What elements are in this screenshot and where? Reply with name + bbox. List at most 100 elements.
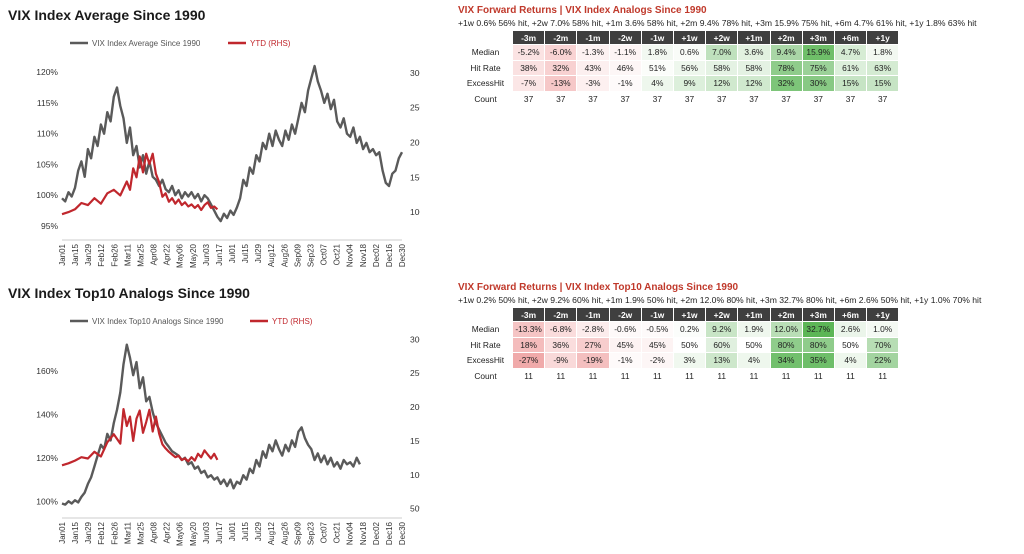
x-tick-label: Mar25 — [136, 243, 145, 266]
x-tick-label: Mar11 — [123, 243, 132, 266]
table-cell: 35% — [801, 352, 835, 369]
forward-returns-top10-table: -3m -2m -1m -2w -1w +1w +2w +1m +2m +3m +6m +1y Medi… — [458, 307, 900, 384]
table-cell: 30% — [801, 75, 835, 92]
x-tick-label: Nov04 — [346, 521, 355, 545]
table-cell: 1.8% — [866, 44, 900, 61]
table-cell: 27% — [576, 336, 610, 353]
table-cell: 56% — [672, 59, 707, 76]
legend-label-ytd: YTD (RHS) — [250, 39, 291, 48]
y-left-tick-label: 120% — [36, 67, 58, 77]
column-header: +1m — [737, 307, 771, 322]
table-cell: 32% — [769, 75, 803, 92]
column-header: +6m — [833, 30, 868, 45]
x-tick-label: Oct07 — [320, 243, 329, 265]
table-cell: 61% — [833, 59, 868, 76]
x-tick-label: Jan15 — [71, 243, 80, 265]
y-right-tick-label: 300% — [410, 334, 420, 344]
table-cell: 63% — [866, 59, 900, 76]
x-tick-label: Jul01 — [228, 521, 237, 541]
table-cell: -3% — [576, 75, 610, 92]
table-cell: 15% — [833, 75, 868, 92]
table-cell: 45% — [640, 336, 674, 353]
column-header: +1w — [672, 307, 707, 322]
table-row: Count 11 11 11 11 11 11 11 11 11 11 11 11 — [458, 367, 900, 384]
column-header: -1w — [640, 30, 674, 45]
y-right-tick-label: 150% — [410, 172, 420, 182]
column-header: -2m — [544, 307, 578, 322]
table-cell: 1.9% — [737, 321, 771, 338]
forward-returns-table-block: VIX Forward Returns | VIX Index Analogs … — [458, 4, 1024, 107]
table-cell: 37 — [769, 90, 803, 107]
y-right-tick-label: 150% — [410, 436, 420, 446]
column-header: -1m — [576, 30, 610, 45]
x-tick-label: Nov18 — [359, 521, 368, 545]
table-cell: 3% — [672, 352, 707, 369]
table-cell: 37 — [866, 90, 900, 107]
table-row: ExcessHit -7% -13% -3% -1% 4% 9% 12% 12% 32% 30% 15… — [458, 75, 900, 92]
table-cell: 4% — [833, 352, 868, 369]
table-row: Median -13.3% -6.8% -2.8% -0.6% -0.5% 0.2% 9.2%… — [458, 321, 900, 338]
table-cell: -2% — [640, 352, 674, 369]
table-cell: 46% — [608, 59, 642, 76]
y-right-tick-label: 100% — [410, 207, 420, 217]
table-row: Hit Rate 18% 36% 27% 45% 45% 50% 60% 50% 80% 80% 50… — [458, 336, 900, 353]
table-cell: 9% — [672, 75, 707, 92]
table-summary: +1w 0.6% 56% hit, +2w 7.0% 58% hit, +1m … — [458, 18, 977, 28]
table-row: ExcessHit -27% -9% -19% -1% -2% 3% 13% 4% 34% 35% 4… — [458, 352, 900, 369]
table-cell: 1.8% — [640, 44, 674, 61]
table-cell: 4.7% — [833, 44, 868, 61]
x-tick-label: Aug12 — [267, 243, 276, 267]
table-cell: 37 — [544, 90, 578, 107]
table-cell: 37 — [833, 90, 868, 107]
table-cell: 51% — [640, 59, 674, 76]
vix-top10-chart: VIX Index Top10 Analogs Since 1990 YTD (R… — [36, 317, 420, 546]
y-left-tick-label: 160% — [36, 366, 58, 376]
x-tick-label: Nov18 — [359, 243, 368, 267]
column-header: -1m — [576, 307, 610, 322]
table-row: Hit Rate 38% 32% 43% 46% 51% 56% 58% 58% 78% 75% 61… — [458, 59, 900, 76]
table-cell: 1.0% — [866, 321, 900, 338]
y-left-tick-label: 100% — [36, 496, 58, 506]
column-header: +3m — [801, 307, 835, 322]
x-tick-label: Jan29 — [84, 243, 93, 265]
x-tick-label: Sep09 — [293, 521, 302, 545]
table-summary: +1w 0.2% 50% hit, +2w 9.2% 60% hit, +1m … — [458, 295, 982, 305]
forward-returns-table: -3m -2m -1m -2w -1w +1w +2w +1m +2m +3m +6m +1y Medi… — [458, 30, 900, 107]
y-right-tick-label: 250% — [410, 368, 420, 378]
table-cell: 75% — [801, 59, 835, 76]
table-cell: 78% — [769, 59, 803, 76]
x-tick-label: Apr22 — [163, 243, 172, 265]
table-cell: 3.6% — [737, 44, 771, 61]
table-cell: 37 — [737, 90, 771, 107]
table-cell: 11 — [544, 367, 578, 384]
column-header: -3m — [511, 30, 546, 45]
x-tick-label: Oct07 — [320, 521, 329, 543]
column-header: +1w — [672, 30, 707, 45]
table-cell: 11 — [833, 367, 868, 384]
table-cell: 37 — [705, 90, 739, 107]
table-cell: 60% — [705, 336, 739, 353]
x-tick-label: Oct21 — [333, 521, 342, 543]
y-right-tick-label: 250% — [410, 103, 420, 113]
x-tick-label: Jan01 — [58, 521, 67, 543]
column-header: -3m — [511, 307, 546, 322]
x-tick-label: Mar25 — [136, 521, 145, 544]
table-cell: 11 — [737, 367, 771, 384]
series-line-ytd — [61, 408, 219, 467]
table-cell: 9.4% — [769, 44, 803, 61]
table-corner — [459, 31, 513, 45]
table-cell: 37 — [608, 90, 642, 107]
y-right-tick-label: 100% — [410, 470, 420, 480]
y-right-tick-label: 50% — [410, 504, 420, 514]
table-cell: 11 — [576, 367, 610, 384]
table-cell: 0.2% — [672, 321, 707, 338]
table-cell: 11 — [769, 367, 803, 384]
table-cell: -1.3% — [576, 44, 610, 61]
table-cell: -7% — [511, 75, 546, 92]
chart-average-block: VIX Index Average Since 1990 VIX Index A… — [0, 0, 420, 277]
column-header: -2w — [608, 30, 642, 45]
x-tick-label: Jul01 — [228, 243, 237, 263]
table-cell: -19% — [576, 352, 610, 369]
x-tick-label: Sep23 — [306, 243, 315, 267]
table-cell: -27% — [511, 352, 546, 369]
